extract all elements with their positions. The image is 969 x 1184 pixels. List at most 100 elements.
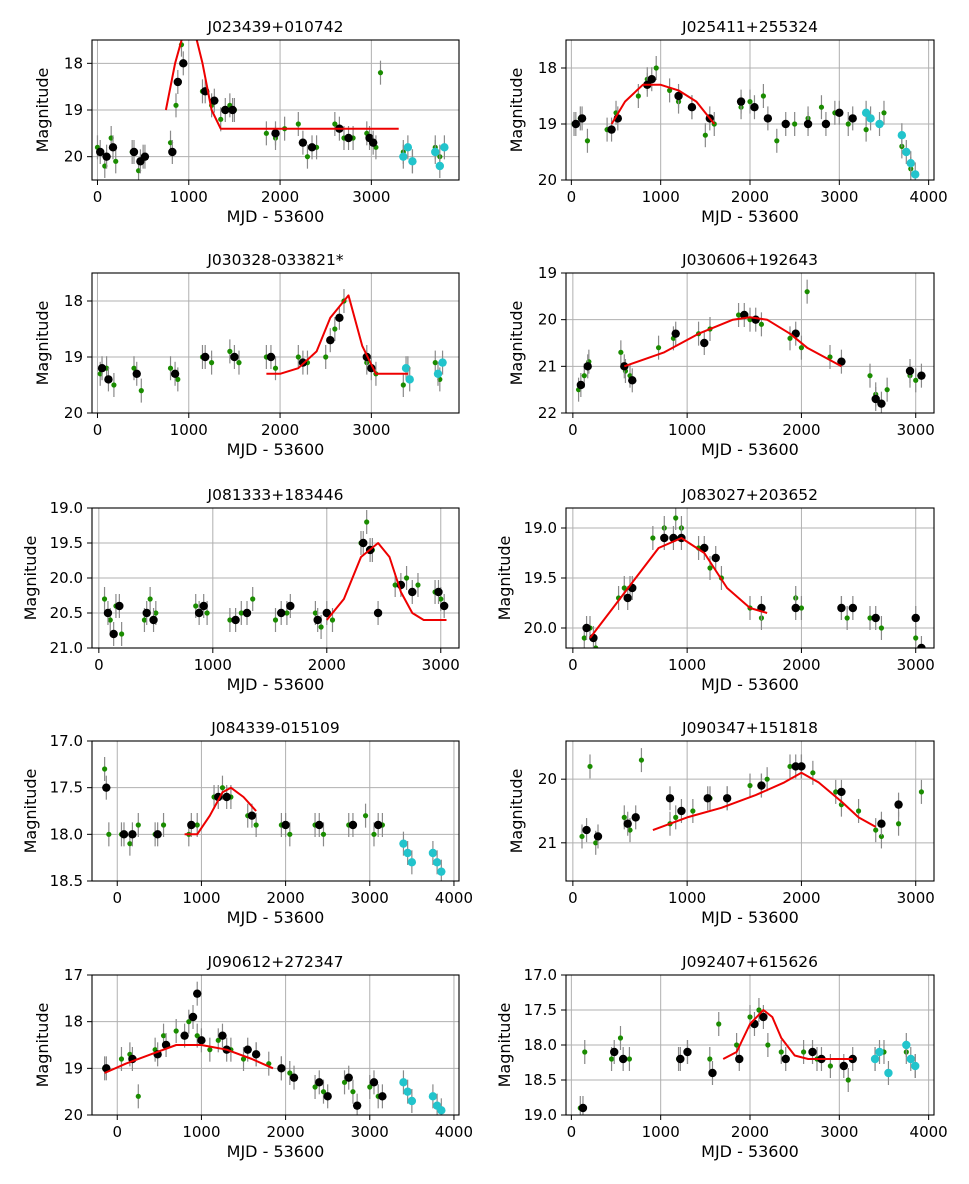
green-point xyxy=(833,789,839,795)
x-tick-label: 0 xyxy=(94,656,104,674)
black-point xyxy=(368,138,378,147)
panel-10: 0 1000 2000 3000 4000 17.0 17.5 18.0 18.5 19.0 J09… xyxy=(495,953,948,1161)
green-point xyxy=(707,565,713,571)
green-point xyxy=(760,93,766,99)
axes-frame xyxy=(91,740,460,882)
green-point xyxy=(787,763,793,770)
green-point xyxy=(272,617,279,623)
green-point xyxy=(818,104,825,110)
x-tick-label: 1000 xyxy=(170,188,208,206)
green-point xyxy=(621,585,627,591)
panel-title: J030606+192643 xyxy=(681,251,818,269)
x-tick-label: 0 xyxy=(112,1123,122,1141)
green-point xyxy=(810,770,816,776)
black-point xyxy=(894,800,903,809)
black-point xyxy=(708,1068,717,1078)
black-point xyxy=(108,143,118,152)
cyan-point xyxy=(428,848,438,858)
y-tick-label: 20 xyxy=(538,311,557,329)
y-tick-label: 18 xyxy=(538,59,557,77)
panel-5: 0 1000 2000 3000 19.0 19.5 20.0 20.5 21.0 J081333… xyxy=(21,486,460,694)
x-tick-label: 2000 xyxy=(267,889,305,907)
panel-2: 0 1000 2000 3000 4000 18 19 20 J025411+255324 MJD… xyxy=(507,18,948,226)
black-point xyxy=(674,91,683,101)
black-point xyxy=(647,75,656,84)
black-point xyxy=(242,608,252,618)
black-point xyxy=(104,375,113,384)
y-axis-label: Magnitude xyxy=(507,769,526,854)
green-point xyxy=(756,1007,762,1013)
x-tick-label: 1000 xyxy=(668,889,706,907)
green-point xyxy=(111,382,117,388)
green-point xyxy=(131,365,137,371)
x-tick-label: 3000 xyxy=(352,188,390,206)
black-point xyxy=(315,820,324,830)
black-point xyxy=(153,830,162,839)
y-tick-label: 20 xyxy=(64,148,83,166)
black-point xyxy=(243,1045,252,1054)
y-tick-label: 19.5 xyxy=(524,569,557,587)
cyan-point xyxy=(861,108,871,118)
black-point xyxy=(839,1061,848,1071)
black-point xyxy=(201,352,210,362)
y-axis-label: Magnitude xyxy=(21,536,40,621)
y-tick-label: 18 xyxy=(64,54,83,72)
green-point xyxy=(878,833,885,840)
green-point xyxy=(367,1084,373,1090)
green-point xyxy=(284,610,290,616)
y-tick-label: 19 xyxy=(64,348,83,366)
green-point xyxy=(295,121,301,127)
x-tick-label: 0 xyxy=(93,188,103,206)
black-point xyxy=(735,1054,744,1064)
green-point xyxy=(747,99,753,105)
black-point xyxy=(631,813,640,822)
y-tick-label: 17.0 xyxy=(50,732,83,750)
x-axis-label: MJD - 53600 xyxy=(227,207,325,226)
black-point xyxy=(917,643,926,648)
x-axis-label: MJD - 53600 xyxy=(701,675,799,694)
x-tick-label: 1000 xyxy=(642,188,680,206)
y-tick-label: 21 xyxy=(538,834,557,852)
black-point xyxy=(335,313,344,322)
black-point xyxy=(848,114,857,123)
black-point xyxy=(577,114,587,123)
x-tick-label: 0 xyxy=(112,889,122,907)
black-point xyxy=(298,138,308,147)
green-point xyxy=(827,1063,833,1069)
black-point xyxy=(369,1078,379,1087)
cyan-point xyxy=(405,375,414,384)
y-tick-label: 18 xyxy=(64,1013,83,1031)
black-point xyxy=(781,119,790,129)
green-point xyxy=(332,121,338,127)
black-point xyxy=(109,629,118,639)
green-point xyxy=(371,831,377,837)
black-point xyxy=(373,820,383,830)
green-point xyxy=(208,360,215,366)
black-point xyxy=(197,1036,206,1045)
x-tick-label: 2000 xyxy=(782,656,820,674)
black-point xyxy=(877,399,886,408)
green-point xyxy=(400,382,406,388)
black-point xyxy=(187,820,196,830)
black-point xyxy=(222,792,231,802)
y-tick-label: 19.0 xyxy=(50,499,83,517)
black-point xyxy=(132,369,141,378)
y-tick-label: 18.0 xyxy=(524,1036,557,1054)
black-point xyxy=(660,533,669,543)
x-axis-label: MJD - 53600 xyxy=(227,440,325,459)
green-point xyxy=(804,289,810,295)
y-tick-label: 21 xyxy=(538,357,557,375)
green-point xyxy=(690,808,696,814)
cyan-point xyxy=(403,1087,412,1096)
x-axis-label: MJD - 53600 xyxy=(701,1142,799,1161)
cyan-point xyxy=(875,119,884,129)
black-point xyxy=(194,608,204,618)
cyan-point xyxy=(906,1054,915,1064)
green-point xyxy=(329,617,336,623)
green-point xyxy=(667,87,673,93)
axes-frame xyxy=(565,740,935,882)
green-point xyxy=(350,1089,356,1095)
green-point xyxy=(878,625,885,631)
panel-title: J090612+272347 xyxy=(207,953,344,971)
x-tick-label: 3000 xyxy=(897,889,935,907)
